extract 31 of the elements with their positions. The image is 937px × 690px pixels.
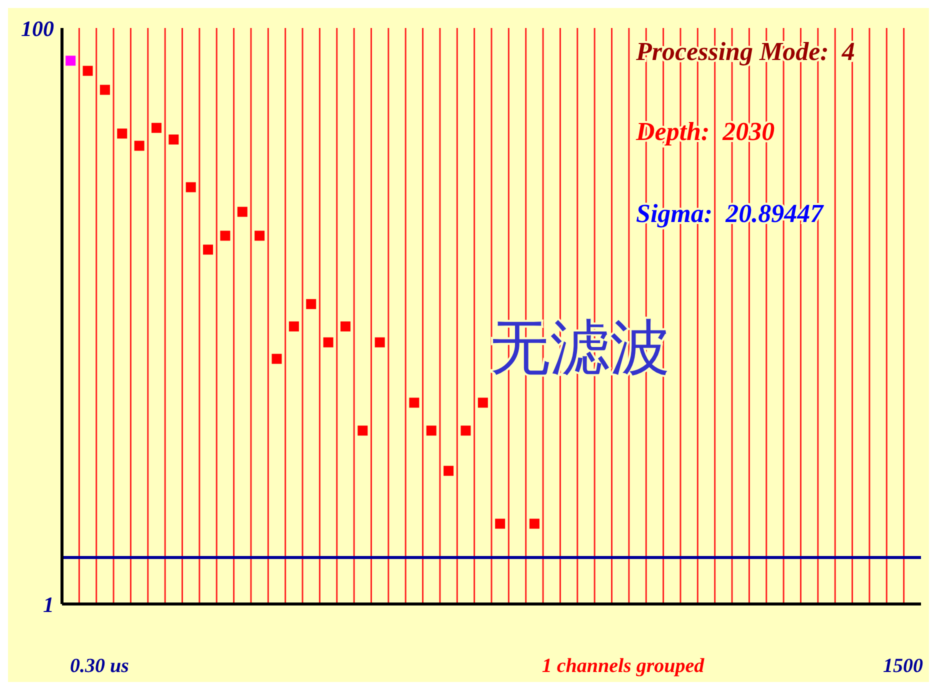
point (237, 206, 248, 217)
point (66, 56, 76, 66)
text: 1500 (883, 655, 923, 677)
point (288, 321, 299, 332)
point (82, 66, 93, 76)
point (529, 518, 540, 529)
point (306, 299, 316, 310)
point (117, 128, 128, 139)
point (426, 426, 436, 436)
y-tick-label: 100 (21, 16, 54, 41)
point (168, 134, 179, 145)
point (478, 398, 488, 408)
point (151, 122, 162, 133)
point (409, 398, 420, 408)
point (186, 182, 196, 192)
point (340, 321, 350, 332)
point (254, 230, 265, 241)
point (100, 84, 110, 95)
y-tick-label: 1 (43, 592, 54, 617)
text: 1 channels grouped (542, 655, 706, 677)
point (358, 426, 368, 436)
point (460, 426, 471, 436)
point (323, 337, 334, 348)
point (495, 518, 506, 529)
point (134, 140, 144, 151)
point (203, 244, 214, 255)
point (374, 337, 385, 348)
text: 0.30 us (70, 655, 130, 677)
point (220, 230, 230, 241)
point (272, 354, 282, 364)
point (444, 466, 454, 476)
